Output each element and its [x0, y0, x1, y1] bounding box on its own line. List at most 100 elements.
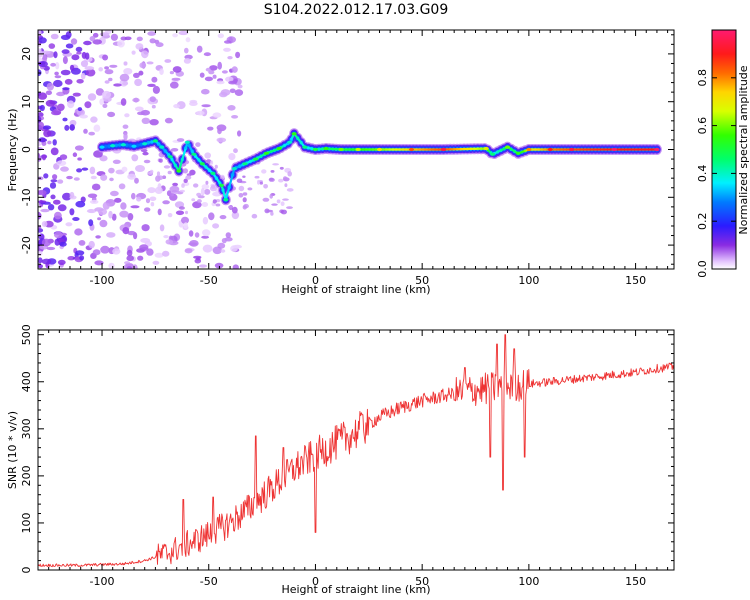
- noise-blob: [122, 81, 129, 86]
- noise-blob: [279, 166, 284, 170]
- noise-blob: [172, 182, 179, 187]
- noise-blob: [280, 201, 285, 206]
- noise-blob: [221, 70, 228, 74]
- noise-blob: [146, 61, 154, 65]
- noise-blob: [147, 31, 156, 36]
- noise-blob: [95, 235, 101, 239]
- noise-blob: [151, 104, 156, 109]
- x-tick-label: 100: [518, 274, 539, 287]
- noise-blob: [232, 264, 239, 269]
- noise-blob: [157, 175, 164, 180]
- noise-blob: [57, 259, 66, 265]
- noise-blob: [54, 211, 62, 220]
- noise-blob: [61, 49, 70, 54]
- noise-blob: [237, 84, 243, 89]
- snr-y-axis-label: SNR (10 * v/v): [6, 411, 19, 489]
- noise-blob: [269, 194, 274, 199]
- noise-blob: [271, 203, 278, 206]
- spectrogram-x-ticks: -100 -50 0 50 100 150: [48, 30, 669, 287]
- noise-blob: [38, 112, 44, 118]
- noise-blob: [56, 91, 66, 97]
- noise-blob: [80, 60, 89, 68]
- noise-blob: [171, 77, 181, 81]
- noise-blob: [280, 209, 287, 215]
- ridge-peak: [242, 162, 248, 166]
- noise-blob: [92, 39, 102, 45]
- noise-blob: [71, 54, 80, 61]
- colorbar-tick-label: 0.0: [696, 260, 709, 278]
- noise-blob: [217, 128, 222, 135]
- noise-blob: [162, 250, 170, 257]
- ridge-peak: [223, 198, 229, 202]
- noise-blob: [170, 81, 179, 89]
- colorbar-tick-label: 0.2: [696, 212, 709, 230]
- noise-blob: [123, 68, 133, 75]
- noise-blob: [170, 148, 179, 152]
- noise-blob: [72, 152, 78, 157]
- noise-blob: [139, 244, 149, 251]
- noise-blob: [144, 207, 151, 212]
- noise-blob: [99, 155, 108, 162]
- ridge-peak: [159, 145, 165, 149]
- noise-blob: [141, 117, 150, 125]
- noise-blob: [143, 159, 151, 164]
- noise-blob: [181, 216, 189, 224]
- spectrogram-y-axis-label: Frequency (Hz): [6, 109, 19, 192]
- noise-blob: [176, 138, 185, 142]
- noise-blob: [53, 79, 63, 88]
- x-tick-label: -100: [90, 274, 115, 287]
- noise-blob: [162, 200, 170, 205]
- noise-blob: [200, 187, 205, 196]
- noise-blob: [62, 56, 68, 65]
- colorbar-ticks: 0.0 0.2 0.4 0.6 0.8: [696, 69, 736, 278]
- noise-blob: [126, 255, 134, 262]
- noise-blob: [149, 119, 159, 126]
- noise-blob: [194, 232, 200, 238]
- snr-line: [38, 334, 674, 568]
- noise-blob: [107, 111, 116, 118]
- ridge-peak: [210, 171, 216, 175]
- noise-blob: [46, 246, 56, 251]
- y-tick-label: 500: [20, 324, 33, 345]
- noise-blob: [223, 47, 231, 52]
- x-tick-label: 150: [625, 274, 646, 287]
- noise-blob: [126, 266, 133, 269]
- noise-blob: [102, 54, 109, 61]
- y-tick-label: 10: [20, 95, 33, 109]
- noise-blob: [201, 184, 210, 190]
- noise-blob: [45, 99, 56, 107]
- noise-blob: [278, 178, 284, 183]
- noise-blob: [158, 158, 163, 163]
- noise-blob: [183, 222, 188, 229]
- ridge-peak: [176, 169, 182, 173]
- noise-blob: [184, 47, 189, 54]
- ridge-peak: [355, 147, 361, 152]
- noise-blob: [41, 258, 52, 265]
- noise-blob: [139, 62, 147, 69]
- noise-blob: [191, 198, 196, 202]
- noise-blob: [79, 255, 85, 261]
- noise-blob: [185, 37, 191, 43]
- noise-blob: [95, 88, 104, 96]
- noise-blob: [134, 177, 139, 184]
- noise-blob: [120, 202, 127, 210]
- noise-blob: [201, 88, 210, 95]
- noise-blob: [52, 139, 57, 146]
- x-tick-label: -50: [200, 274, 218, 287]
- noise-blob: [110, 33, 118, 41]
- noise-blob: [257, 179, 260, 185]
- noise-blob: [45, 90, 53, 96]
- y-tick-label: -20: [20, 236, 33, 254]
- noise-blob: [178, 30, 189, 36]
- noise-blob: [138, 70, 144, 76]
- noise-blob: [197, 199, 202, 204]
- noise-blob: [50, 33, 59, 40]
- noise-blob: [38, 189, 47, 196]
- noise-blob: [284, 183, 288, 188]
- noise-blob: [127, 173, 137, 180]
- snr-panel: -100 -50 0 50 100 150 0 100 200 300 400 500 Height…: [6, 324, 675, 596]
- noise-blob: [104, 80, 110, 84]
- noise-blob: [90, 175, 97, 180]
- noise-blob: [270, 170, 275, 173]
- noise-blob: [173, 104, 181, 109]
